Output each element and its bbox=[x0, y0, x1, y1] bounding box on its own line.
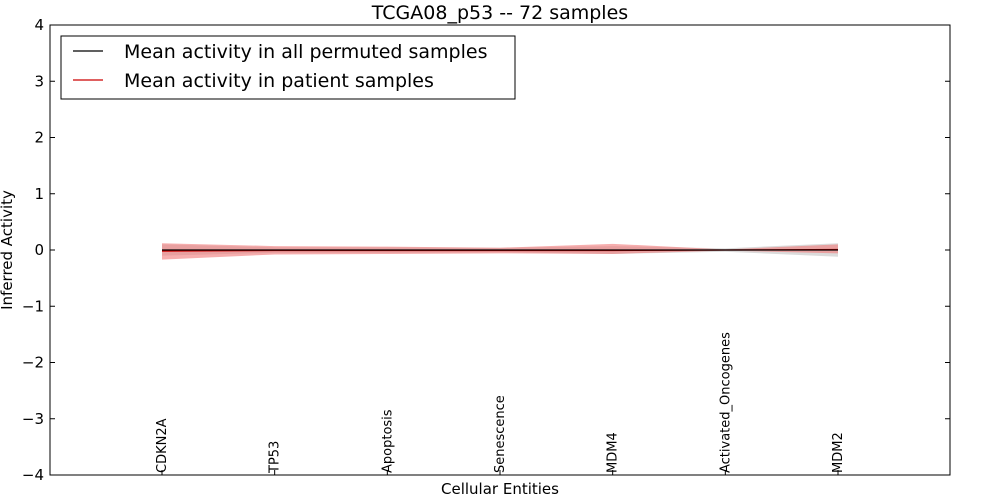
x-category-labels: CDKN2A TP53 Apoptosis Senescence MDM4 Activat… bbox=[155, 332, 846, 474]
legend-label-permuted: Mean activity in all permuted samples bbox=[124, 41, 487, 63]
y-axis-ticks bbox=[50, 24, 950, 476]
band-patient bbox=[162, 243, 838, 260]
y-tick-label: 1 bbox=[34, 185, 44, 203]
y-tick-label: 4 bbox=[34, 16, 44, 34]
x-category-label: Senescence bbox=[493, 395, 508, 473]
x-category-label: Apoptosis bbox=[380, 409, 395, 473]
y-tick-label: −1 bbox=[22, 297, 44, 315]
x-category-label: TP53 bbox=[268, 441, 283, 474]
y-tick-label: 3 bbox=[34, 72, 44, 90]
legend-label-patient: Mean activity in patient samples bbox=[124, 70, 434, 92]
chart-title: TCGA08_p53 -- 72 samples bbox=[371, 2, 628, 24]
x-axis-label: Cellular Entities bbox=[441, 480, 559, 498]
y-tick-label: 2 bbox=[34, 129, 44, 147]
x-category-label: MDM4 bbox=[606, 432, 621, 473]
x-category-label: MDM2 bbox=[831, 432, 846, 473]
y-axis-label: Inferred Activity bbox=[0, 190, 16, 310]
x-category-label: CDKN2A bbox=[155, 418, 170, 473]
legend: Mean activity in all permuted samples Me… bbox=[60, 35, 516, 100]
legend-box bbox=[60, 35, 516, 100]
y-tick-label: −2 bbox=[22, 354, 44, 372]
series-lines bbox=[161, 248, 839, 252]
y-tick-label: −4 bbox=[22, 466, 44, 484]
y-tick-label: −3 bbox=[22, 410, 44, 428]
x-category-label: Activated_Oncogenes bbox=[718, 332, 733, 473]
y-axis-tick-labels: −4 −3 −2 −1 0 1 2 3 4 bbox=[22, 16, 44, 484]
y-tick-label: 0 bbox=[34, 241, 44, 259]
